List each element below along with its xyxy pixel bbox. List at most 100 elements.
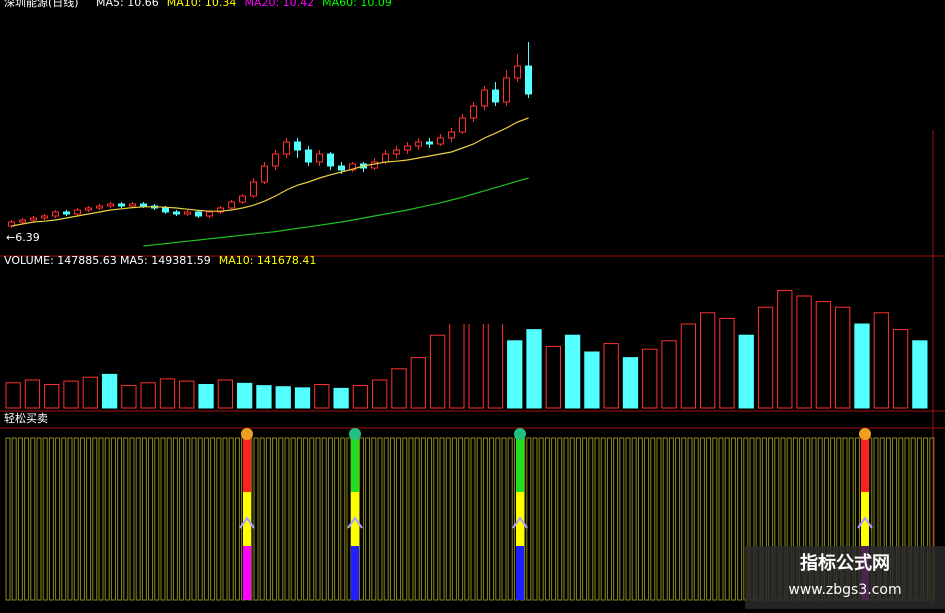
candle-body: [261, 165, 268, 183]
watermark-box: [745, 546, 945, 609]
candle-body: [272, 153, 279, 167]
volume-bar: [63, 380, 79, 409]
volume-bar: [564, 334, 581, 409]
indicator-bar: [470, 437, 476, 601]
indicator-bar: [129, 437, 135, 601]
indicator-bar: [371, 437, 377, 601]
ma-label: MA10: 141678.41: [219, 254, 317, 267]
indicator-bar: [42, 437, 48, 601]
volume-bar: [256, 385, 272, 409]
indicator-bar: [191, 437, 197, 601]
volume-bar: [796, 295, 812, 409]
candle-body: [294, 141, 301, 151]
indicator-bar: [575, 437, 581, 601]
volume-bar: [179, 380, 195, 409]
ma-label: MA5: 10.66: [96, 0, 159, 9]
candle-body: [184, 211, 191, 215]
indicator-bar: [495, 437, 501, 601]
volume-bar: [44, 383, 60, 409]
volume-bar: [82, 376, 98, 409]
volume-bar: [777, 289, 793, 409]
indicator-bar: [222, 437, 228, 601]
indicator-bar: [86, 437, 92, 601]
signal-icon: [859, 428, 871, 440]
indicator-bar: [61, 437, 67, 601]
indicator-bar: [730, 437, 736, 601]
volume-bar: [275, 386, 291, 409]
indicator-bar: [55, 437, 61, 601]
volume-bar: [410, 357, 426, 409]
indicator-bar: [11, 437, 17, 601]
volume-bar: [622, 357, 639, 409]
indicator-bar: [402, 437, 408, 601]
indicator-bar: [303, 437, 309, 601]
indicator-bar: [675, 437, 681, 601]
volume-bar: [835, 306, 851, 409]
indicator-bar: [104, 437, 110, 601]
indicator-bar: [551, 437, 557, 601]
indicator-bar: [464, 437, 470, 601]
indicator-bar: [557, 437, 563, 601]
volume-bar: [294, 387, 311, 409]
ma-label: MA60: 10.09: [322, 0, 392, 9]
volume-bar: [873, 312, 889, 409]
indicator-bar: [296, 437, 302, 601]
indicator-bar: [216, 437, 222, 601]
ma-label: MA20: 10.42: [244, 0, 314, 9]
candle-body: [41, 215, 48, 219]
indicator-bar: [36, 437, 42, 601]
candle-body: [52, 211, 59, 217]
indicator-bar: [606, 437, 612, 601]
candle-body: [415, 141, 422, 147]
indicator-bar: [179, 437, 185, 601]
indicator-bar: [334, 437, 340, 601]
volume-bar: [642, 348, 658, 409]
candle-body: [173, 211, 180, 215]
indicator-bar: [98, 437, 104, 601]
indicator-bar: [668, 437, 674, 601]
indicator-bar: [489, 437, 495, 601]
volume-bar: [352, 385, 369, 409]
indicator-bar: [699, 437, 705, 601]
candle-body: [459, 117, 466, 133]
signal-segment: [243, 438, 251, 492]
candle-body: [404, 145, 411, 151]
signal-segment: [516, 438, 524, 492]
signal-mark: [512, 516, 528, 529]
chart-title: 深圳能源(日线): [4, 0, 79, 9]
indicator-bar: [544, 437, 550, 601]
volume-bar: [333, 387, 349, 409]
indicator-bar: [408, 437, 414, 601]
watermark-title: 指标公式网: [800, 552, 890, 574]
mask: [535, 0, 945, 130]
signal-icon: [349, 428, 361, 440]
indicator-bar: [309, 437, 315, 601]
volume-bar: [757, 306, 774, 409]
candle-body: [503, 77, 510, 103]
candle-body: [206, 211, 213, 217]
indicator-bar: [30, 437, 36, 601]
candle-body: [448, 131, 455, 139]
indicator-bar: [203, 437, 209, 601]
indicator-bar: [284, 437, 290, 601]
volume-bar: [892, 329, 909, 409]
candle-body: [63, 211, 70, 215]
volume-bar: [912, 340, 928, 409]
candle-body: [338, 165, 345, 171]
indicator-bar: [253, 437, 259, 601]
volume-bar: [526, 329, 542, 409]
indicator-bar: [365, 437, 371, 601]
indicator-bar: [482, 437, 488, 601]
indicator-bar: [582, 437, 588, 601]
indicator-bar: [737, 437, 743, 601]
candle-body: [349, 163, 356, 171]
indicator-bar: [588, 437, 594, 601]
indicator-bar: [377, 437, 383, 601]
indicator-bar: [718, 437, 724, 601]
volume-bar: [140, 382, 156, 409]
indicator-bar: [135, 437, 141, 601]
candle-body: [437, 137, 444, 145]
volume-bar: [738, 334, 754, 409]
candle-body: [74, 209, 81, 215]
indicator-bar: [123, 437, 129, 601]
